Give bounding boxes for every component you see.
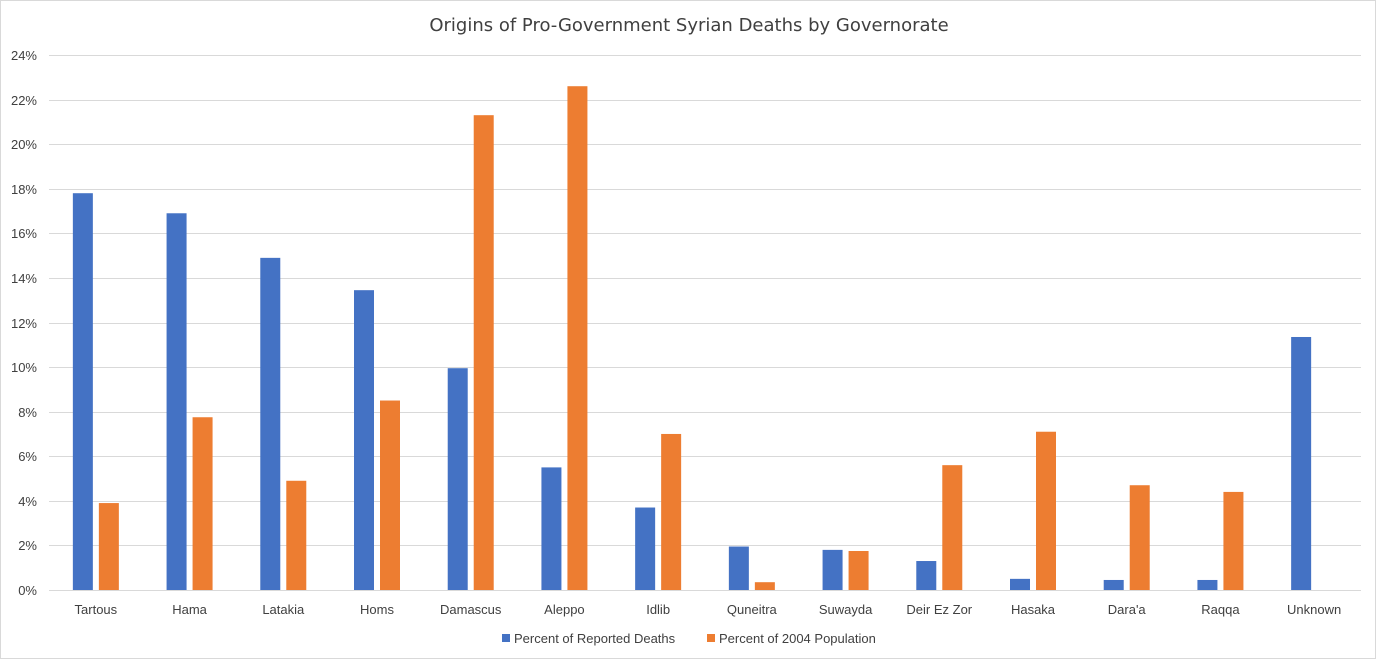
x-tick-label: Raqqa — [1201, 602, 1240, 617]
legend-swatch-2004-population — [707, 634, 715, 642]
x-tick-label: Damascus — [440, 602, 502, 617]
legend-swatch-reported-deaths — [502, 634, 510, 642]
x-tick-label: Hama — [172, 602, 207, 617]
x-tick-label: Dara'a — [1108, 602, 1147, 617]
legend: Percent of Reported Deaths Percent of 20… — [502, 631, 876, 646]
legend-item-reported-deaths: Percent of Reported Deaths — [502, 631, 676, 646]
legend-label-2004-population: Percent of 2004 Population — [719, 631, 876, 646]
y-tick-label: 14% — [11, 271, 37, 286]
y-tick-label: 8% — [18, 405, 37, 420]
gridlines — [49, 55, 1361, 546]
x-tick-label: Homs — [360, 602, 394, 617]
x-tick-label: Suwayda — [819, 602, 873, 617]
x-tick-label: Latakia — [262, 602, 305, 617]
bar-reported-deaths — [1291, 336, 1312, 590]
x-tick-label: Aleppo — [544, 602, 584, 617]
bar-reported-deaths — [822, 549, 843, 590]
bar-2004-population — [567, 86, 588, 590]
y-tick-label: 18% — [11, 182, 37, 197]
x-tick-label: Idlib — [646, 602, 670, 617]
x-tick-label: Unknown — [1287, 602, 1341, 617]
bar-2004-population — [98, 503, 119, 590]
bar-reported-deaths — [541, 467, 562, 590]
bar-reported-deaths — [635, 507, 656, 590]
bar-reported-deaths — [1103, 579, 1124, 590]
y-tick-label: 24% — [11, 48, 37, 63]
x-tick-label: Hasaka — [1011, 602, 1056, 617]
y-tick-label: 4% — [18, 494, 37, 509]
bar-reported-deaths — [1010, 578, 1030, 590]
bar-2004-population — [380, 400, 400, 590]
y-tick-label: 10% — [11, 360, 37, 375]
x-axis-ticks: Tartous Hama Latakia Homs Damascus Aleppo Idli… — [75, 602, 1342, 617]
bar-2004-population — [754, 582, 775, 590]
bar-reported-deaths — [72, 193, 93, 591]
bar-reported-deaths — [728, 546, 749, 590]
bar-2004-population — [942, 465, 963, 590]
chart-title: Origins of Pro-Government Syrian Deaths … — [429, 15, 948, 36]
bars — [72, 86, 1312, 591]
bar-2004-population — [661, 433, 682, 590]
x-tick-label: Tartous — [75, 602, 118, 617]
y-axis-ticks: 0% 2% 4% 6% 8% 10% 12% 14% 16% 18% 20% 22% 24% — [11, 48, 37, 598]
x-tick-label: Deir Ez Zor — [906, 602, 972, 617]
y-tick-label: 16% — [11, 226, 37, 241]
bar-2004-population — [1223, 491, 1244, 590]
y-tick-label: 20% — [11, 137, 37, 152]
bar-reported-deaths — [1197, 579, 1218, 590]
bar-reported-deaths — [354, 290, 374, 590]
bar-2004-population — [1129, 485, 1150, 590]
y-tick-label: 0% — [18, 583, 37, 598]
bar-2004-population — [473, 115, 494, 590]
x-tick-label: Quneitra — [727, 602, 778, 617]
bar-reported-deaths — [916, 561, 937, 590]
bar-reported-deaths — [166, 213, 187, 591]
y-tick-label: 6% — [18, 449, 37, 464]
legend-label-reported-deaths: Percent of Reported Deaths — [514, 631, 676, 646]
y-tick-label: 22% — [11, 93, 37, 108]
bar-2004-population — [192, 417, 213, 590]
bar-reported-deaths — [447, 368, 468, 590]
bar-2004-population — [848, 550, 869, 590]
y-tick-label: 2% — [18, 538, 37, 553]
bar-2004-population — [1036, 431, 1056, 590]
y-tick-label: 12% — [11, 316, 37, 331]
bar-2004-population — [286, 480, 307, 590]
bar-reported-deaths — [260, 257, 281, 590]
legend-item-2004-population: Percent of 2004 Population — [707, 631, 876, 646]
